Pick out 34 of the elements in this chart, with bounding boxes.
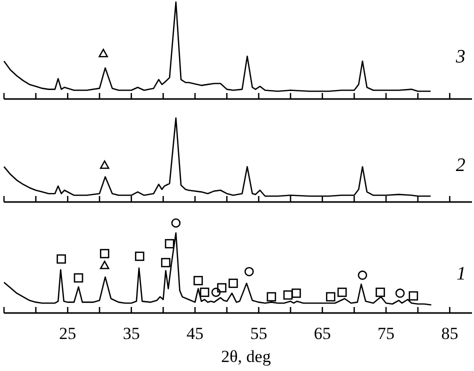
point <box>358 270 368 280</box>
point <box>200 288 210 297</box>
point <box>100 248 110 258</box>
x-tick-label: 25 <box>59 324 76 344</box>
x-tick-label: 45 <box>186 324 204 344</box>
x-tick-label: 35 <box>122 324 140 344</box>
series-label: 3 <box>454 46 466 68</box>
point <box>211 288 221 297</box>
x-tick-label: 75 <box>378 324 395 344</box>
point <box>134 252 144 261</box>
point <box>171 218 181 228</box>
point <box>100 260 110 270</box>
x-tick-label: 65 <box>314 324 331 344</box>
point <box>228 278 238 288</box>
x-axis-title: 2θ, deg <box>221 347 272 366</box>
point <box>292 288 301 298</box>
point <box>74 273 84 283</box>
point <box>266 292 276 302</box>
series-label: 2 <box>456 155 466 176</box>
point <box>244 266 254 276</box>
point <box>161 258 170 268</box>
point <box>326 292 336 302</box>
point <box>337 288 347 297</box>
point <box>408 291 418 301</box>
point <box>217 283 226 292</box>
x-tick-label: 85 <box>441 324 458 344</box>
point <box>395 288 405 298</box>
point <box>283 290 293 300</box>
point <box>376 288 385 297</box>
series-label: 1 <box>456 264 466 285</box>
point <box>194 276 203 286</box>
point <box>56 254 66 264</box>
x-tick-label: 55 <box>250 324 268 344</box>
point <box>164 239 174 248</box>
